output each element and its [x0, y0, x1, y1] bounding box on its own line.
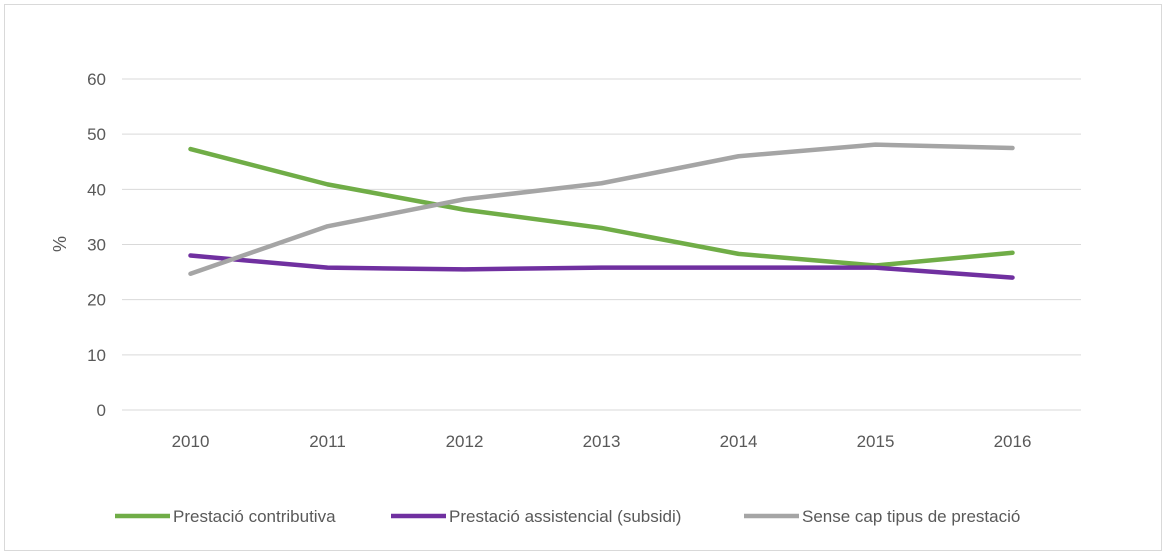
legend-label-3: Sense cap tipus de prestació [802, 507, 1020, 526]
gridlines [122, 78, 1081, 411]
series-lines [188, 142, 1015, 280]
y-tick-label: 40 [87, 180, 106, 199]
chart-frame [4, 4, 1162, 551]
legend: Prestació contributiva Prestació assisten… [115, 507, 1020, 526]
x-axis-tick-labels: 2010 2011 2012 2013 2014 2015 2016 [172, 432, 1032, 451]
x-tick-label: 2013 [583, 432, 621, 451]
legend-label-1: Prestació contributiva [173, 507, 336, 526]
x-tick-label: 2016 [994, 432, 1032, 451]
x-tick-label: 2010 [172, 432, 210, 451]
y-tick-label: 50 [87, 125, 106, 144]
series-line-3 [188, 142, 1015, 276]
y-tick-label: 60 [87, 70, 106, 89]
y-axis-label: % [50, 236, 70, 252]
series-line-2 [188, 253, 1015, 280]
x-tick-label: 2014 [720, 432, 758, 451]
y-tick-label: 0 [97, 401, 106, 420]
y-tick-label: 20 [87, 291, 106, 310]
x-tick-label: 2012 [446, 432, 484, 451]
x-tick-label: 2011 [309, 432, 346, 451]
y-tick-label: 10 [87, 346, 106, 365]
x-tick-label: 2015 [857, 432, 895, 451]
y-tick-label: 30 [87, 236, 106, 255]
legend-label-2: Prestació assistencial (subsidi) [449, 507, 681, 526]
y-axis-tick-labels: 0 10 20 30 40 50 60 [87, 70, 106, 420]
series-line-1 [188, 146, 1015, 268]
